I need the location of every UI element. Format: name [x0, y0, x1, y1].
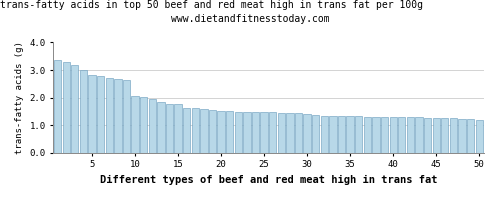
Bar	[286, 113, 294, 153]
X-axis label: Different types of beef and red meat high in trans fat: Different types of beef and red meat hig…	[100, 175, 437, 185]
Text: trans-fatty acids in top 50 beef and red meat high in trans fat per 100g: trans-fatty acids in top 50 beef and red…	[0, 0, 423, 10]
Bar	[54, 60, 62, 153]
Bar	[62, 62, 70, 153]
Bar	[476, 120, 483, 153]
Bar	[132, 96, 138, 153]
Bar	[209, 110, 216, 153]
Bar	[71, 65, 78, 153]
Bar	[398, 117, 406, 153]
Bar	[364, 117, 371, 153]
Bar	[97, 76, 104, 153]
Bar	[458, 119, 466, 153]
Bar	[192, 108, 199, 153]
Bar	[269, 112, 276, 153]
Bar	[406, 117, 414, 153]
Bar	[295, 113, 302, 153]
Bar	[200, 109, 207, 153]
Bar	[243, 112, 250, 153]
Bar	[114, 79, 122, 153]
Bar	[416, 117, 422, 153]
Bar	[330, 116, 336, 153]
Bar	[424, 118, 431, 153]
Bar	[432, 118, 440, 153]
Bar	[381, 117, 388, 153]
Y-axis label: trans-fatty acids (g): trans-fatty acids (g)	[15, 41, 24, 154]
Bar	[338, 116, 345, 153]
Bar	[260, 112, 268, 153]
Bar	[355, 116, 362, 153]
Bar	[218, 111, 224, 153]
Bar	[234, 112, 242, 153]
Bar	[278, 113, 285, 153]
Bar	[80, 70, 87, 153]
Text: www.dietandfitnesstoday.com: www.dietandfitnesstoday.com	[170, 14, 330, 24]
Bar	[252, 112, 259, 153]
Bar	[312, 115, 320, 153]
Bar	[166, 104, 173, 153]
Bar	[441, 118, 448, 153]
Bar	[106, 78, 113, 153]
Bar	[304, 114, 311, 153]
Bar	[88, 75, 96, 153]
Bar	[148, 99, 156, 153]
Bar	[140, 97, 147, 153]
Bar	[320, 116, 328, 153]
Bar	[183, 108, 190, 153]
Bar	[450, 118, 457, 153]
Bar	[174, 104, 182, 153]
Bar	[157, 102, 164, 153]
Bar	[390, 117, 397, 153]
Bar	[226, 111, 234, 153]
Bar	[467, 119, 474, 153]
Bar	[346, 116, 354, 153]
Bar	[372, 117, 380, 153]
Bar	[123, 80, 130, 153]
